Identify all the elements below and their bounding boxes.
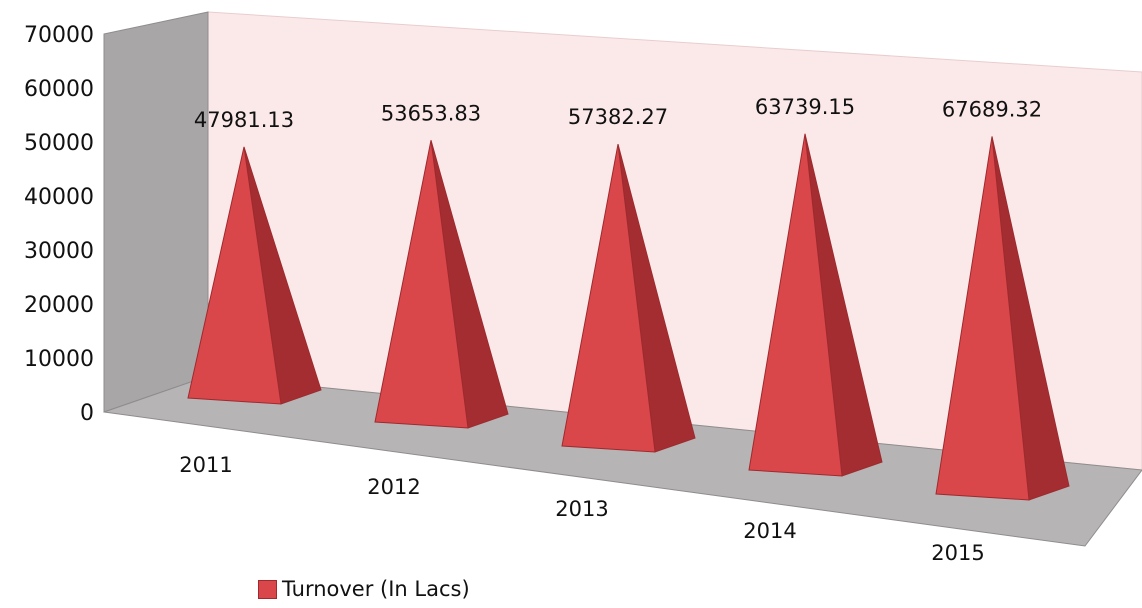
x-tick-label: 2015	[931, 541, 984, 565]
y-tick-label: 10000	[24, 347, 94, 372]
side-wall	[104, 12, 208, 412]
y-tick-label: 20000	[24, 293, 94, 318]
y-tick-label: 40000	[24, 185, 94, 210]
y-tick-label: 50000	[24, 131, 94, 156]
x-tick-label: 2011	[179, 453, 232, 477]
data-label: 67689.32	[942, 97, 1042, 121]
legend-swatch-turnover	[258, 580, 277, 599]
legend: Turnover (In Lacs)	[258, 574, 470, 604]
data-label: 53653.83	[381, 101, 481, 125]
y-tick-label: 70000	[24, 23, 94, 48]
y-tick-label: 0	[80, 401, 94, 426]
y-tick-label: 60000	[24, 77, 94, 102]
x-tick-label: 2013	[555, 497, 608, 521]
data-label: 63739.15	[755, 95, 855, 119]
y-axis: 0 10000 20000 30000 40000 50000 60000 70000	[24, 23, 94, 426]
x-tick-label: 2012	[367, 475, 420, 499]
data-label: 57382.27	[568, 105, 668, 129]
data-label: 47981.13	[194, 108, 294, 132]
legend-label-turnover: Turnover (In Lacs)	[282, 577, 470, 601]
y-tick-label: 30000	[24, 239, 94, 264]
x-tick-label: 2014	[743, 519, 796, 543]
